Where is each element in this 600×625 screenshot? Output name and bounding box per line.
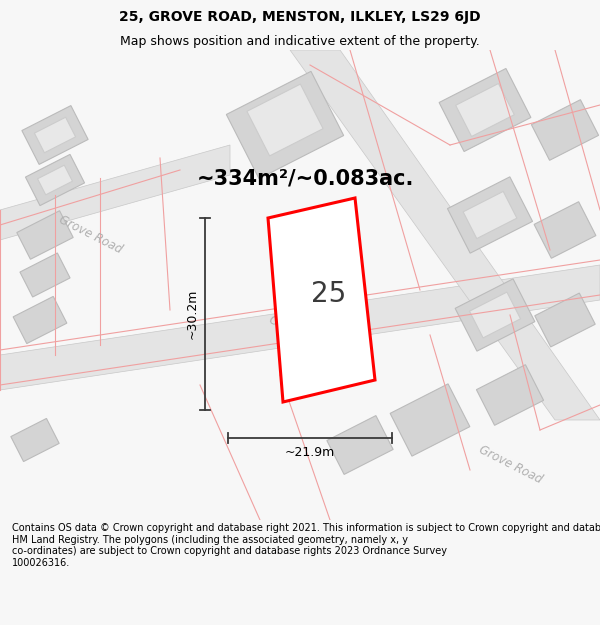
Text: Grove Road: Grove Road xyxy=(56,214,124,256)
Text: Grove Road: Grove Road xyxy=(476,444,544,486)
Text: ~334m²/~0.083ac.: ~334m²/~0.083ac. xyxy=(196,168,413,188)
Polygon shape xyxy=(469,292,521,338)
Polygon shape xyxy=(38,165,73,195)
Polygon shape xyxy=(390,384,470,456)
Polygon shape xyxy=(463,191,517,239)
Polygon shape xyxy=(25,154,85,206)
Polygon shape xyxy=(0,145,230,240)
Polygon shape xyxy=(20,253,70,297)
Text: Contains OS data © Crown copyright and database right 2021. This information is : Contains OS data © Crown copyright and d… xyxy=(12,523,600,568)
Polygon shape xyxy=(11,419,59,461)
Polygon shape xyxy=(535,293,595,347)
Text: Map shows position and indicative extent of the property.: Map shows position and indicative extent… xyxy=(120,35,480,48)
Polygon shape xyxy=(13,296,67,344)
Polygon shape xyxy=(476,365,544,425)
Polygon shape xyxy=(247,84,323,156)
Polygon shape xyxy=(22,106,88,164)
Polygon shape xyxy=(268,198,375,402)
Text: ~21.9m: ~21.9m xyxy=(285,446,335,459)
Polygon shape xyxy=(17,211,73,259)
Polygon shape xyxy=(439,69,531,151)
Text: 25: 25 xyxy=(311,281,346,309)
Polygon shape xyxy=(455,84,514,136)
Polygon shape xyxy=(34,118,76,152)
Polygon shape xyxy=(448,177,533,253)
Text: 25, GROVE ROAD, MENSTON, ILKLEY, LS29 6JD: 25, GROVE ROAD, MENSTON, ILKLEY, LS29 6J… xyxy=(119,10,481,24)
Text: Grove Road: Grove Road xyxy=(266,314,334,356)
Polygon shape xyxy=(0,265,600,390)
Polygon shape xyxy=(290,50,600,420)
Text: ~30.2m: ~30.2m xyxy=(185,289,199,339)
Polygon shape xyxy=(327,416,393,474)
Polygon shape xyxy=(455,279,535,351)
Polygon shape xyxy=(532,100,599,160)
Polygon shape xyxy=(226,71,344,179)
Polygon shape xyxy=(534,202,596,258)
